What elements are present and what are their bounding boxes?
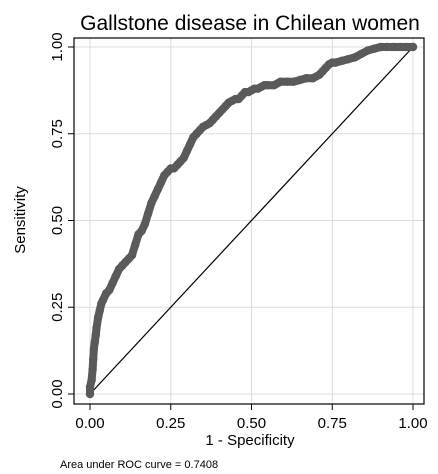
roc-point <box>143 209 153 218</box>
roc-point <box>376 42 385 52</box>
roc-point <box>389 42 398 52</box>
roc-point <box>150 192 159 201</box>
roc-point <box>185 139 195 149</box>
roc-point <box>350 53 360 62</box>
roc-point <box>295 75 305 85</box>
roc-point <box>179 153 188 163</box>
roc-point <box>282 77 292 86</box>
roc-point <box>85 389 95 399</box>
roc-point <box>408 42 418 52</box>
roc-point <box>85 382 95 392</box>
y-tick-label: 0.50 <box>49 206 66 235</box>
y-tick-label: 0.00 <box>49 379 66 408</box>
roc-point <box>131 240 140 249</box>
roc-point <box>382 42 392 52</box>
roc-point <box>127 251 137 260</box>
reference-diagonal <box>89 46 414 395</box>
x-tick-label: 0.75 <box>318 415 347 432</box>
roc-point <box>402 42 411 52</box>
y-axis-label: Sensitivity <box>12 186 29 254</box>
y-tick-label: 0.25 <box>49 293 66 322</box>
roc-point <box>105 285 114 295</box>
x-axis-label: 1 - Specificity <box>205 432 295 449</box>
roc-point <box>331 58 340 67</box>
roc-point <box>140 219 150 229</box>
roc-point <box>93 313 103 322</box>
roc-point <box>90 337 100 347</box>
roc-point <box>344 54 353 64</box>
x-tick-label: 0.50 <box>237 415 266 432</box>
roc-point <box>308 74 318 83</box>
chart-title: Gallstone disease in Chilean women <box>80 12 420 35</box>
axis-ticks: 0.00 0.25 0.50 0.75 1.00 0.00 0.25 0.50 0.75 1.00 <box>49 32 428 432</box>
roc-point <box>269 80 279 90</box>
roc-point <box>263 80 272 90</box>
roc-point <box>111 271 121 281</box>
roc-point <box>89 355 98 364</box>
roc-point <box>302 74 311 83</box>
roc-point <box>92 323 101 333</box>
y-tick-label: 0.75 <box>49 119 66 148</box>
roc-point <box>289 77 298 86</box>
roc-point <box>156 178 166 187</box>
x-tick-label: 1.00 <box>398 415 427 432</box>
roc-point <box>108 278 117 288</box>
roc-point <box>357 49 366 59</box>
roc-point <box>370 44 379 53</box>
roc-point <box>137 226 146 236</box>
roc-point <box>395 42 405 52</box>
roc-point <box>337 56 347 66</box>
roc-point <box>182 146 192 156</box>
y-tick-label: 1.00 <box>49 32 66 61</box>
roc-point <box>363 46 372 55</box>
x-tick-label: 0.25 <box>156 415 185 432</box>
roc-curve <box>85 42 418 399</box>
x-tick-label: 0.00 <box>75 415 104 432</box>
roc-point <box>88 365 97 374</box>
reference-line <box>89 46 414 395</box>
auc-note: Area under ROC curve = 0.7408 <box>60 459 218 471</box>
roc-point <box>87 375 96 385</box>
roc-point <box>98 296 108 305</box>
roc-point <box>153 185 163 194</box>
roc-point <box>89 344 99 354</box>
roc-point <box>95 306 104 315</box>
roc-point <box>91 330 101 340</box>
roc-point <box>276 77 285 86</box>
roc-point <box>147 198 156 208</box>
